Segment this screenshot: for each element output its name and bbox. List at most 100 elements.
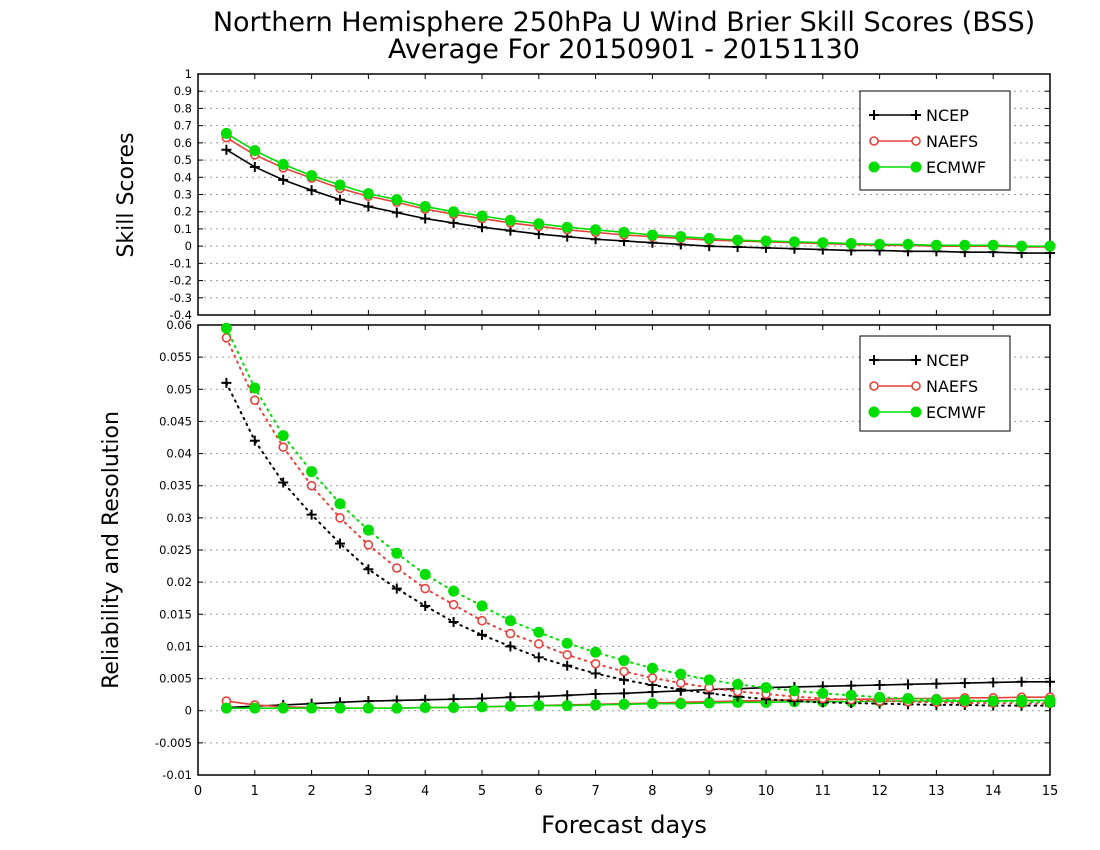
data-point-ecmwf-skill (959, 239, 971, 251)
data-point-naefs-resolution (562, 649, 573, 660)
data-point-ncep-reliability (846, 680, 857, 691)
data-point-ecmwf-resolution (618, 655, 630, 667)
chart-title-line1: Northern Hemisphere 250hPa U Wind Brier … (213, 7, 1035, 38)
data-point-ecmwf-resolution (220, 322, 232, 334)
y-tick-label: 0.05 (166, 382, 192, 396)
data-point-ncep-skill (335, 194, 345, 205)
data-point-ecmwf-skill (1016, 240, 1028, 252)
reliability-resolution-panel: -0.01 -0.005 0 0.005 0.01 0.015 0.02 0.025 0.03 0… (99, 318, 1058, 799)
data-point-ncep-skill (278, 174, 289, 185)
data-point-ecmwf-resolution (476, 600, 488, 612)
data-point-ecmwf-skill (646, 229, 658, 241)
legend-marker-naefs (911, 381, 921, 391)
legend-box (859, 335, 1011, 432)
data-point-ecmwf-resolution (448, 585, 460, 597)
legend: NCEP NAEFS ECMWF (859, 90, 1011, 191)
data-point-ncep-reliability (619, 688, 629, 699)
data-point-ncep-resolution (278, 477, 289, 488)
data-point-ncep-resolution (391, 583, 402, 594)
data-point-ecmwf-resolution (930, 694, 942, 706)
data-point-ecmwf-skill (306, 170, 318, 182)
y-tick-label: 0.5 (174, 153, 192, 167)
data-point-ncep-reliability (959, 678, 970, 689)
y-tick-label: 0.7 (174, 119, 192, 133)
x-tick-label: 14 (985, 784, 1002, 799)
data-point-ncep-resolution (505, 641, 516, 652)
x-tick-label: 11 (815, 784, 832, 799)
data-point-ecmwf-skill (788, 236, 800, 248)
legend-marker-ncep (911, 355, 921, 365)
data-point-ecmwf-skill (902, 238, 914, 250)
data-point-ncep-skill (363, 201, 374, 212)
data-point-ecmwf-resolution (561, 637, 573, 649)
data-point-ecmwf-resolution (675, 668, 687, 680)
plot-frame (197, 324, 1051, 776)
y-tick-label: 0.03 (166, 511, 192, 525)
data-point-ncep-skill (448, 217, 459, 228)
data-point-ecmwf-resolution (902, 693, 914, 704)
data-point-ecmwf-skill (249, 145, 261, 157)
y-tick-label: 0.8 (174, 101, 192, 115)
data-point-ncep-reliability (1045, 676, 1055, 687)
data-point-naefs-resolution (250, 395, 260, 406)
data-point-ecmwf-reliability (448, 702, 460, 713)
legend-marker-ecmwf (868, 406, 880, 418)
data-point-ecmwf-reliability (277, 702, 289, 714)
x-tick-label: 13 (928, 784, 945, 799)
data-point-ecmwf-reliability (561, 700, 573, 712)
data-point-ecmwf-resolution (817, 687, 829, 699)
data-point-ncep-reliability (988, 677, 999, 688)
x-tick-label: 12 (871, 784, 888, 799)
y-tick-label: 0.4 (174, 170, 192, 184)
data-point-ecmwf-resolution (1016, 696, 1028, 708)
y-tick-label: 0.06 (166, 318, 192, 332)
data-point-ncep-reliability (562, 690, 573, 701)
y-tick-label: 0.045 (159, 414, 192, 428)
x-tick-label: 4 (421, 784, 429, 799)
data-point-ecmwf-reliability (220, 702, 232, 714)
data-point-ecmwf-reliability (419, 702, 431, 713)
data-point-ecmwf-resolution (590, 646, 602, 658)
legend-marker-naefs (869, 381, 879, 391)
data-point-ecmwf-resolution (249, 382, 261, 394)
data-point-ncep-resolution (590, 668, 601, 679)
data-point-ecmwf-reliability (362, 702, 374, 714)
y-tick-label: 0.025 (159, 543, 192, 557)
data-point-ecmwf-resolution (362, 524, 374, 536)
legend-label-ecmwf: ECMWF (926, 403, 986, 422)
data-point-ecmwf-skill (732, 234, 744, 246)
data-point-ecmwf-skill (362, 188, 374, 200)
data-point-ecmwf-skill (987, 239, 999, 251)
data-point-ecmwf-reliability (533, 700, 545, 712)
data-point-ecmwf-resolution (845, 689, 857, 701)
data-point-ecmwf-resolution (277, 430, 289, 442)
data-point-ecmwf-reliability (618, 698, 630, 710)
x-tick-label: 1 (251, 784, 259, 799)
data-point-ecmwf-skill (930, 239, 942, 251)
data-point-ncep-skill (221, 144, 232, 155)
x-tick-label: 2 (307, 784, 315, 799)
legend-marker-ncep (869, 355, 879, 365)
data-point-ecmwf-resolution (334, 498, 346, 510)
y-tick-label: 0.6 (174, 136, 192, 150)
data-point-ecmwf-resolution (732, 678, 744, 690)
data-point-ncep-skill (477, 222, 487, 233)
data-point-ecmwf-skill (675, 231, 687, 243)
y-tick-label: 0.9 (174, 84, 192, 98)
data-point-ecmwf-resolution (760, 682, 772, 694)
data-point-ncep-resolution (249, 435, 260, 446)
y-axis-label: Reliability and Resolution (99, 411, 124, 689)
x-tick-label: 9 (705, 784, 713, 799)
data-point-naefs-resolution (278, 442, 289, 452)
data-point-ecmwf-skill (220, 127, 232, 139)
data-point-ncep-resolution (448, 617, 459, 627)
data-point-ecmwf-reliability (249, 702, 261, 714)
x-axis-label: Forecast days (541, 811, 707, 839)
data-point-ncep-skill (249, 161, 260, 172)
data-point-ncep-reliability (533, 691, 544, 702)
y-tick-label: -0.2 (170, 274, 192, 288)
x-tick-label: 5 (478, 784, 486, 799)
legend-marker-ecmwf (868, 161, 880, 173)
data-point-ecmwf-skill (817, 237, 829, 249)
data-point-ecmwf-skill (448, 206, 460, 218)
